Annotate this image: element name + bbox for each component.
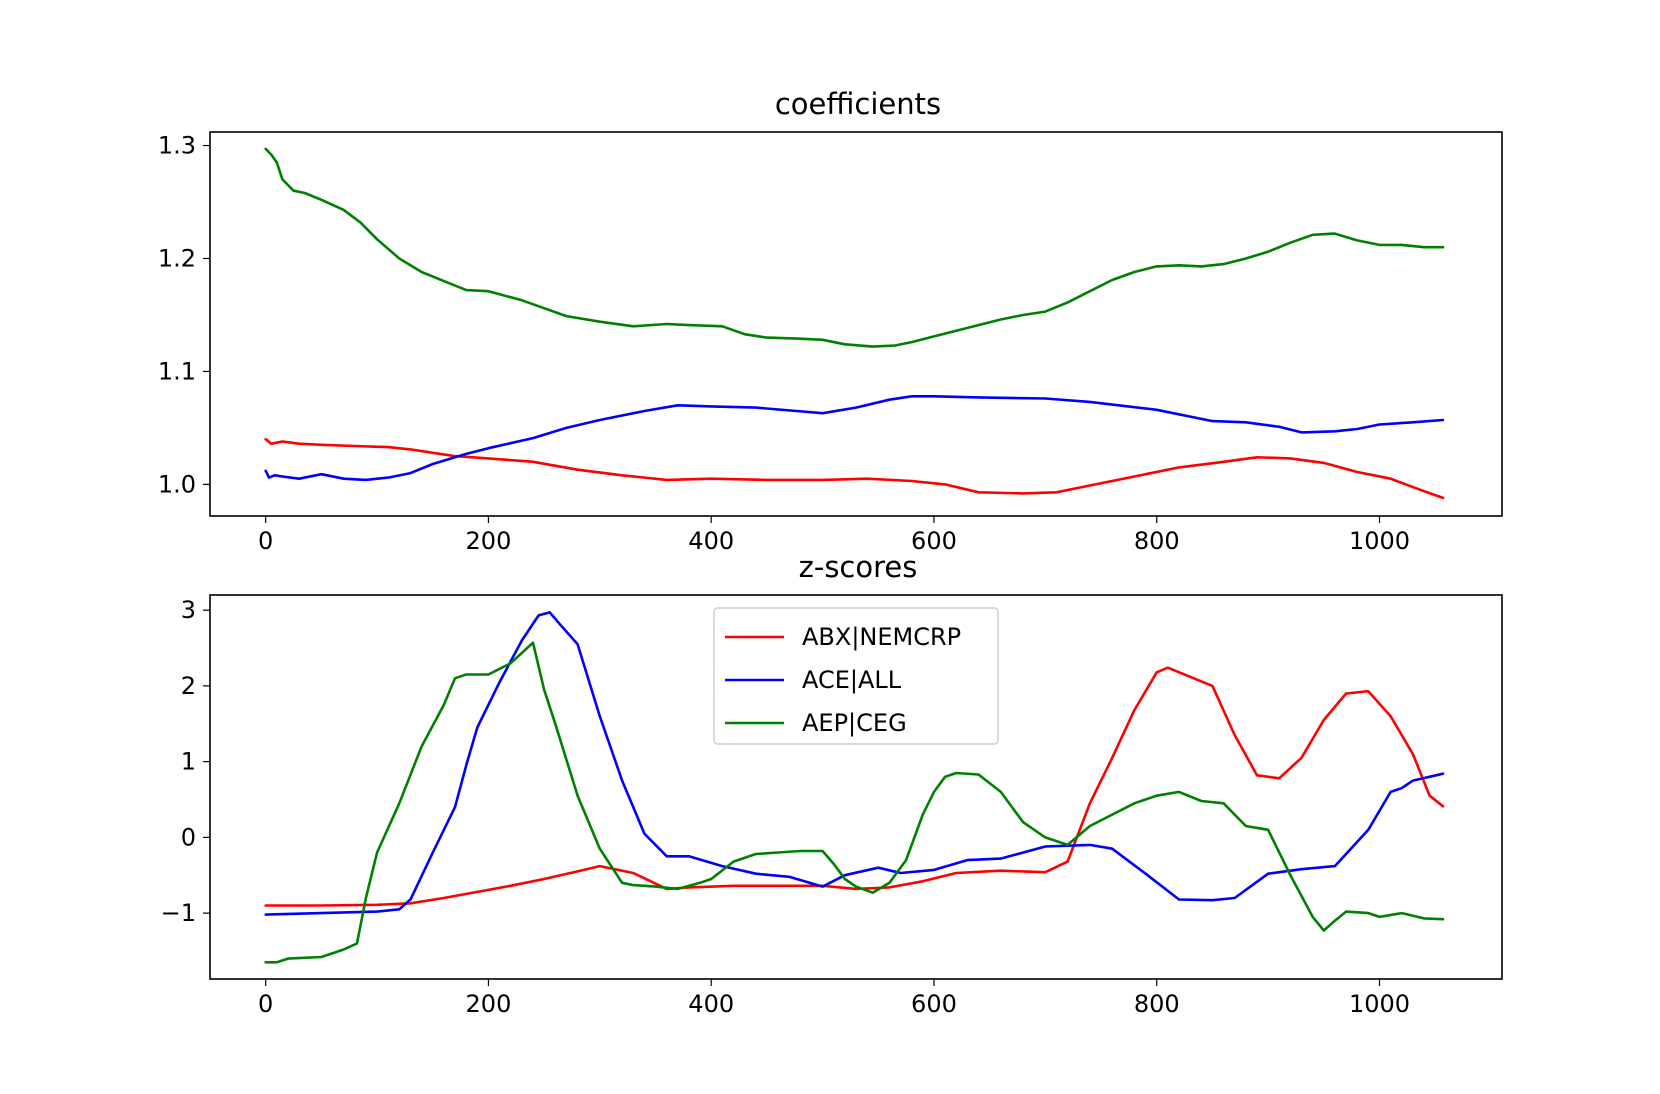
coefficients-y-tick-label: 1.2 bbox=[158, 244, 196, 272]
z-scores-legend-label: ACE|ALL bbox=[802, 666, 902, 694]
coefficients-x-tick-label: 1000 bbox=[1349, 527, 1410, 555]
coefficients-title: coefficients bbox=[775, 87, 941, 121]
z-scores-title: z-scores bbox=[799, 550, 918, 584]
z-scores-x-tick-label: 400 bbox=[688, 990, 734, 1018]
coefficients-y-tick-label: 1.1 bbox=[158, 357, 196, 385]
coefficients-series-color-0000ff bbox=[264, 395, 1445, 482]
coefficients-axes-frame bbox=[209, 131, 1503, 517]
coefficients-series-color-ff0000 bbox=[264, 437, 1445, 500]
z-scores-y-tick-label: 2 bbox=[181, 672, 196, 700]
z-scores-x-tick-label: 200 bbox=[466, 990, 512, 1018]
coefficients-x-tick-label: 400 bbox=[688, 527, 734, 555]
coefficients-y-tick-label: 1.3 bbox=[158, 132, 196, 160]
z-scores-y-tick-label: 0 bbox=[181, 823, 196, 851]
z-scores-axes-frame bbox=[209, 594, 1503, 980]
z-scores-series-abx-nemcrp bbox=[264, 666, 1445, 907]
coefficients-x-tick-label: 800 bbox=[1134, 527, 1180, 555]
z-scores-series-ace-all bbox=[264, 611, 1445, 916]
z-scores-y-tick-label: 1 bbox=[181, 748, 196, 776]
z-scores-x-tick-label: 600 bbox=[911, 990, 957, 1018]
coefficients-x-tick-label: 0 bbox=[258, 527, 273, 555]
coefficients-series-color-008000 bbox=[264, 147, 1445, 348]
z-scores-x-tick-label: 1000 bbox=[1349, 990, 1410, 1018]
z-scores-legend-label: ABX|NEMCRP bbox=[802, 623, 961, 651]
z-scores-series-aep-ceg bbox=[264, 641, 1445, 964]
z-scores-y-tick-label: 3 bbox=[181, 596, 196, 624]
coefficients-x-tick-label: 200 bbox=[466, 527, 512, 555]
z-scores-x-tick-label: 800 bbox=[1134, 990, 1180, 1018]
z-scores-legend-label: AEP|CEG bbox=[802, 709, 907, 737]
coefficients-x-tick-label: 600 bbox=[911, 527, 957, 555]
z-scores-y-tick-label: −1 bbox=[161, 899, 196, 927]
z-scores-panel: 0 200 400 600 800 1000 −1 0 1 2 3 ABX|NEMCRP ACE|ALL… bbox=[161, 594, 1503, 1018]
z-scores-legend-box bbox=[713, 607, 999, 745]
z-scores-x-tick-label: 0 bbox=[258, 990, 273, 1018]
coefficients-y-tick-label: 1.0 bbox=[158, 470, 196, 498]
coefficients-panel: 0 200 400 600 800 1000 1.0 1.1 1.2 1.3 bbox=[158, 131, 1503, 555]
z-scores-legend: ABX|NEMCRP ACE|ALL AEP|CEG bbox=[713, 607, 999, 745]
